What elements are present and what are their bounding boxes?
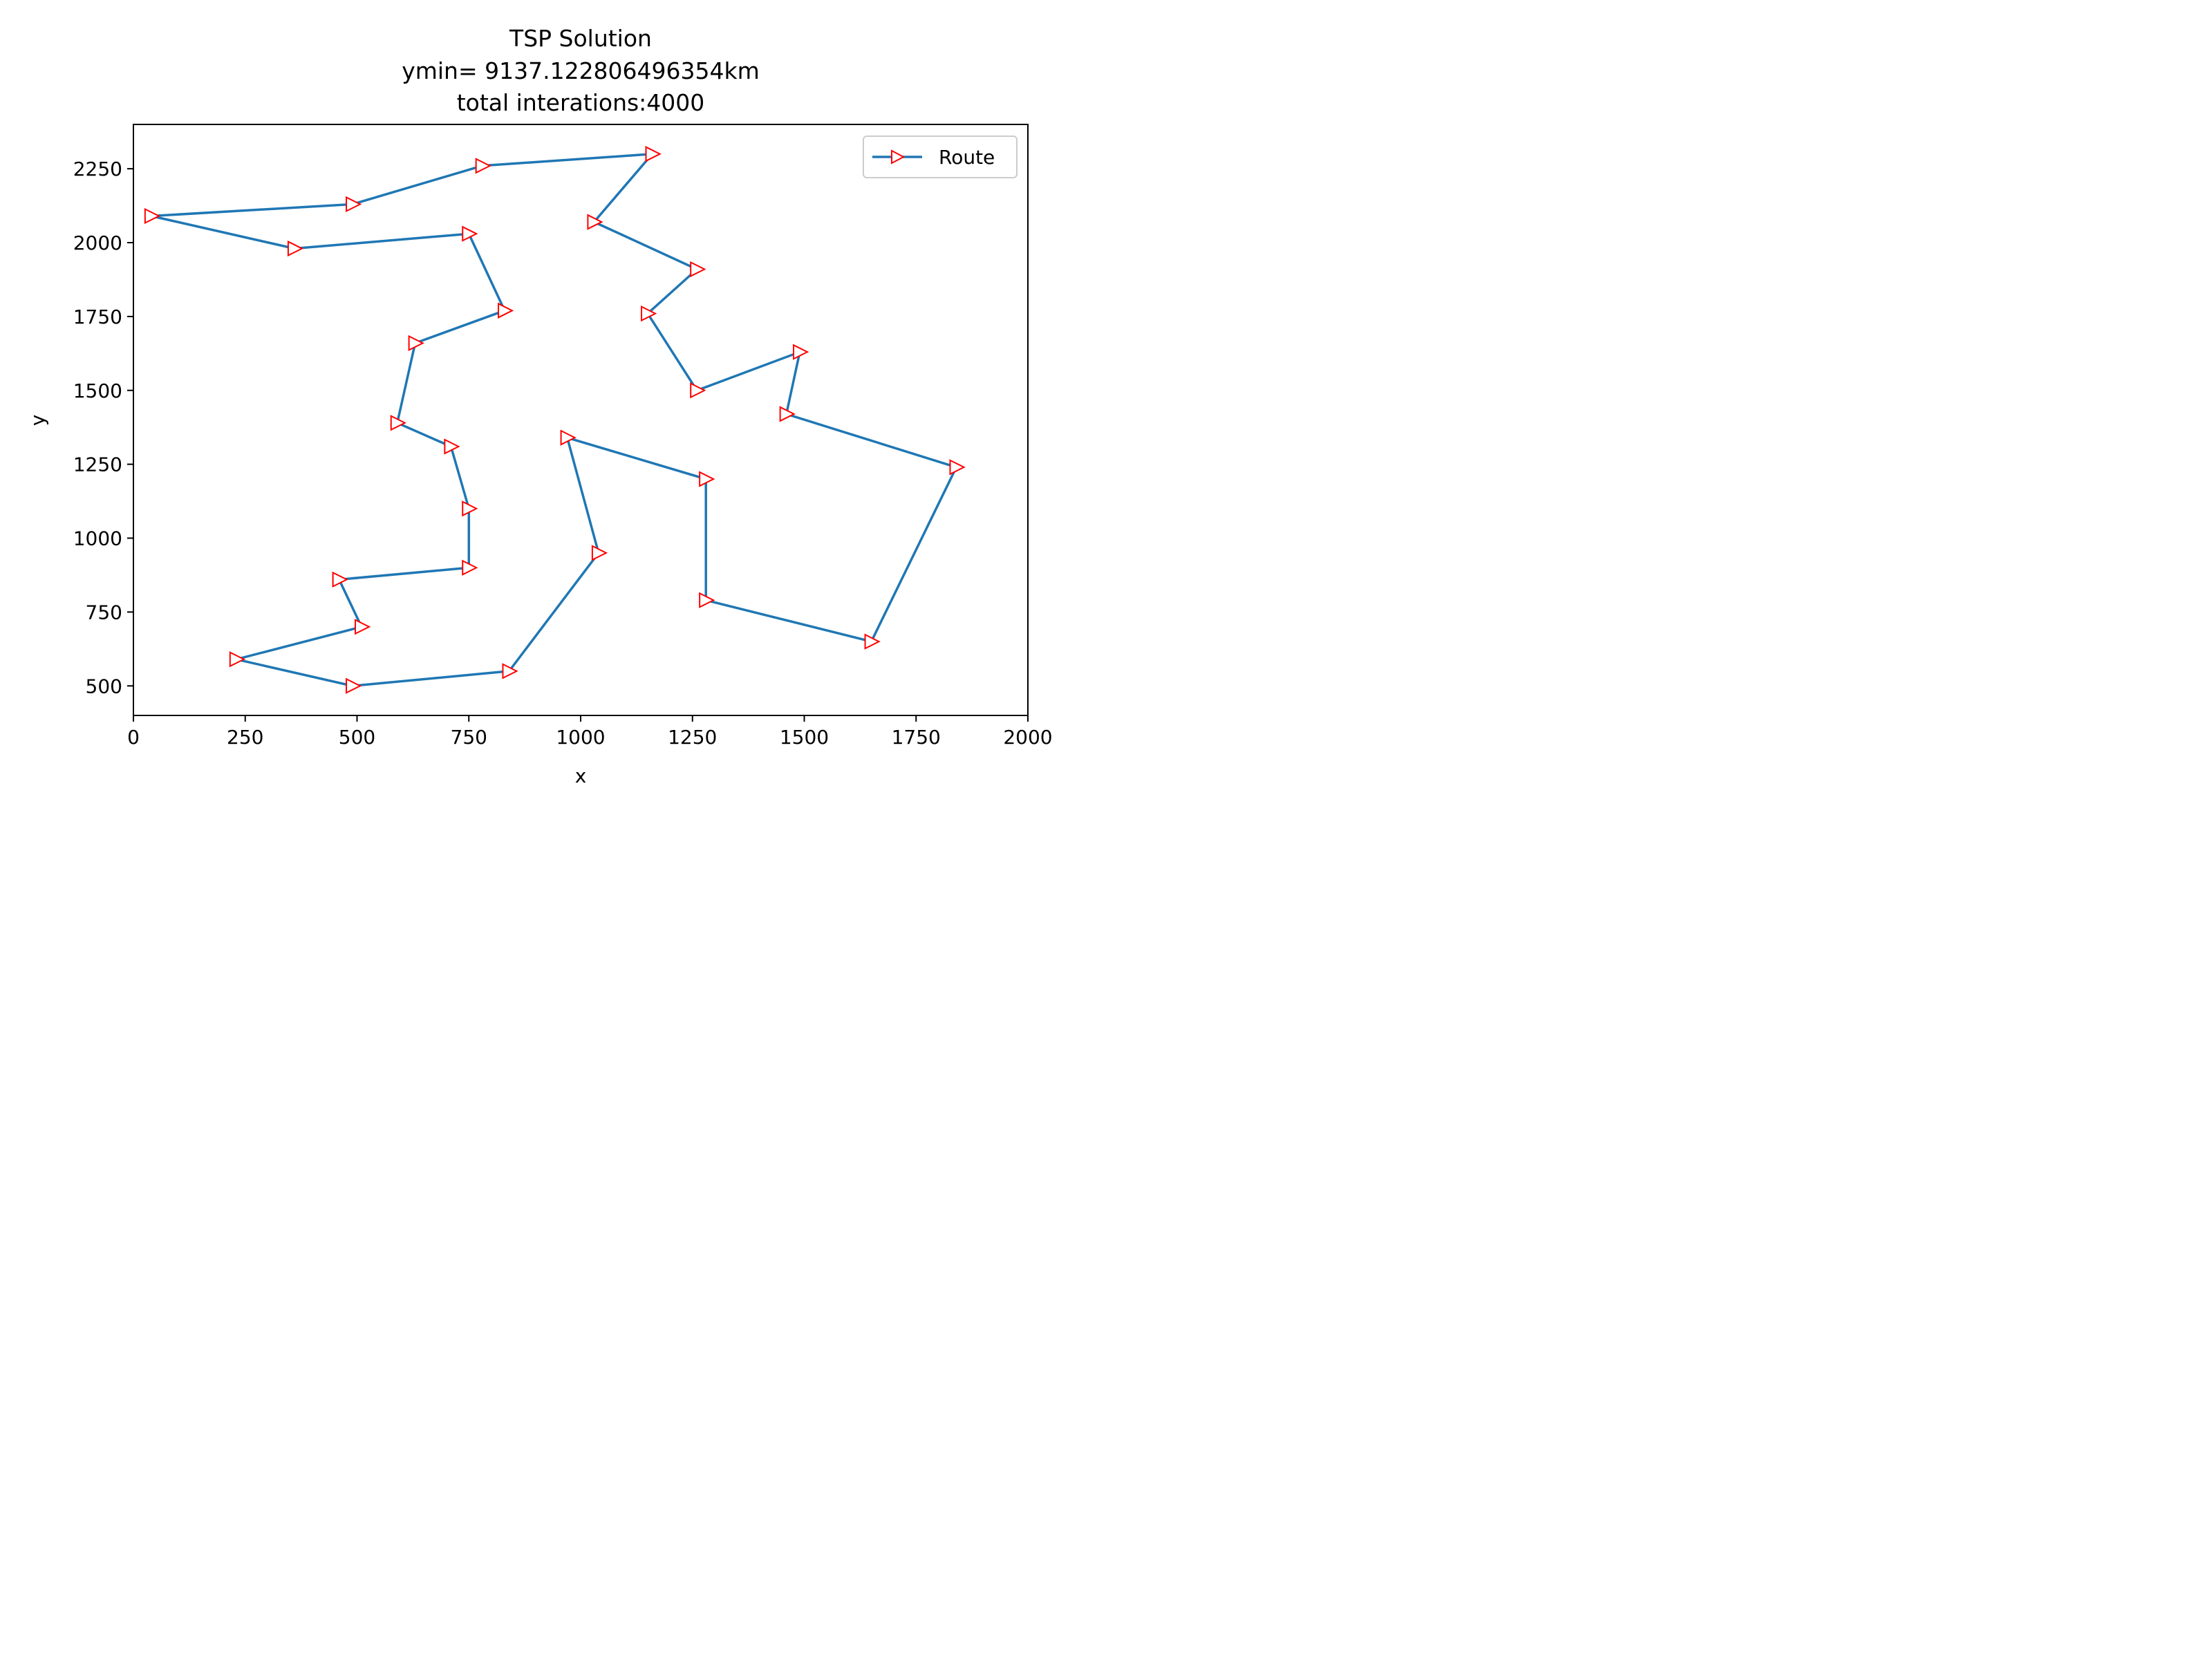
route-point-marker — [462, 500, 478, 517]
y-tick-label: 1250 — [73, 453, 122, 476]
x-axis-label: x — [575, 765, 587, 787]
x-tick-label: 2000 — [1003, 726, 1052, 749]
x-tick-label: 1250 — [668, 726, 717, 749]
route-line — [150, 153, 958, 688]
route-point-marker — [144, 207, 161, 225]
route-point-marker — [346, 677, 362, 694]
route-point-marker — [346, 196, 362, 213]
legend-route-marker — [891, 149, 906, 165]
x-tick-label: 1000 — [556, 726, 605, 749]
route-point-marker — [699, 471, 715, 487]
route-point-marker — [793, 344, 809, 360]
route-point-marker — [475, 158, 491, 174]
x-tick-label: 1500 — [780, 726, 829, 749]
route-point-marker — [641, 305, 657, 322]
chart-title-line-3: total interations:4000 — [457, 89, 705, 116]
route-point-marker — [462, 225, 478, 242]
route-point-marker — [390, 415, 406, 431]
route-point-marker — [408, 335, 424, 351]
chart-title-line-1: TSP Solution — [509, 25, 652, 52]
y-tick-label: 2250 — [73, 158, 122, 180]
route-point-marker — [591, 545, 608, 561]
route-point-marker — [864, 633, 881, 650]
route-point-marker — [949, 459, 966, 476]
route-point-marker — [462, 559, 478, 576]
plot-area — [144, 146, 966, 694]
y-tick-label: 750 — [86, 601, 122, 624]
y-axis-ticks: 500 750 1000 1250 1500 1750 2000 2250 — [73, 158, 133, 697]
route-point-marker — [779, 406, 796, 422]
x-axis-ticks: 0 250 500 750 1000 1250 1500 1750 2000 — [127, 715, 1053, 749]
x-tick-label: 750 — [451, 726, 487, 749]
route-point-marker — [690, 382, 706, 399]
route-point-marker — [354, 619, 371, 635]
x-tick-label: 0 — [127, 726, 140, 749]
route-point-marker — [498, 302, 514, 319]
y-tick-label: 1000 — [73, 527, 122, 550]
route-point-marker — [587, 214, 603, 230]
y-tick-label: 1750 — [73, 306, 122, 328]
y-axis-label: y — [26, 415, 49, 427]
legend: Route — [863, 135, 1018, 178]
chart-title-line-2: ymin= 9137.122806496354km — [402, 57, 760, 84]
legend-box — [863, 135, 1018, 178]
x-tick-label: 1750 — [892, 726, 941, 749]
route-point-marker — [444, 438, 460, 455]
plot-frame — [133, 124, 1029, 716]
chart-title: TSP Solution ymin= 9137.122806496354km t… — [402, 25, 760, 116]
tsp-route-chart: TSP Solution ymin= 9137.122806496354km t… — [26, 25, 1053, 787]
route-point-marker — [690, 261, 706, 278]
route-point-marker — [645, 146, 662, 162]
x-tick-label: 250 — [227, 726, 263, 749]
route-point-marker — [502, 663, 518, 679]
route-point-marker — [332, 571, 348, 588]
legend-route-label: Route — [939, 146, 995, 169]
y-tick-label: 500 — [86, 675, 122, 697]
y-tick-label: 1500 — [73, 379, 122, 402]
route-point-marker — [699, 592, 715, 608]
x-tick-label: 500 — [339, 726, 375, 749]
route-point-marker — [229, 651, 246, 668]
y-tick-label: 2000 — [73, 232, 122, 254]
route-point-marker — [287, 240, 304, 257]
route-point-marker — [560, 429, 577, 446]
